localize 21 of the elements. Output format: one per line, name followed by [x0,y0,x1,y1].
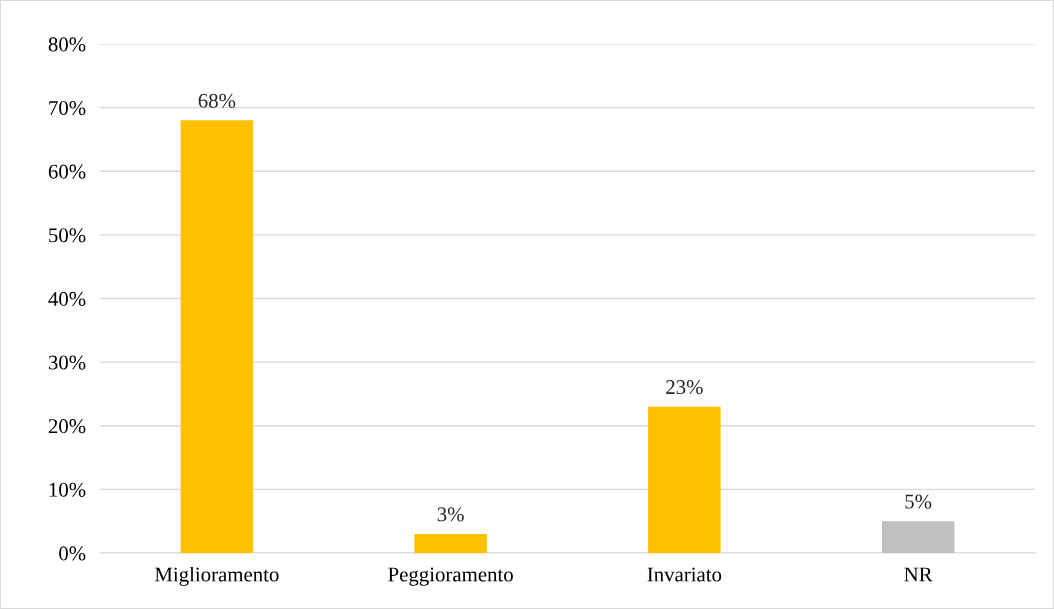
bar [180,120,254,553]
y-tick-label: 0% [59,546,86,561]
y-tick-label: 70% [49,101,86,116]
y-tick-label: 50% [49,228,86,243]
bar [881,521,955,553]
bar [414,533,487,553]
data-label: 5% [905,494,932,509]
y-tick-label: 30% [48,355,86,370]
y-tick-label: 10% [49,482,86,497]
x-tick-label: Miglioramento [154,566,279,586]
y-tick-label: 60% [48,164,86,179]
data-label: 3% [437,507,464,522]
y-tick-label: 20% [48,419,86,434]
data-label: 68% [198,93,236,108]
data-label: 23% [666,380,703,395]
bar [648,406,721,553]
y-tick-label: 40% [48,291,86,306]
x-tick-label: Peggioramento [388,567,513,586]
y-tick-label: 80% [48,37,86,52]
x-tick-label: NR [904,567,933,582]
x-tick-label: Invariato [647,567,722,582]
